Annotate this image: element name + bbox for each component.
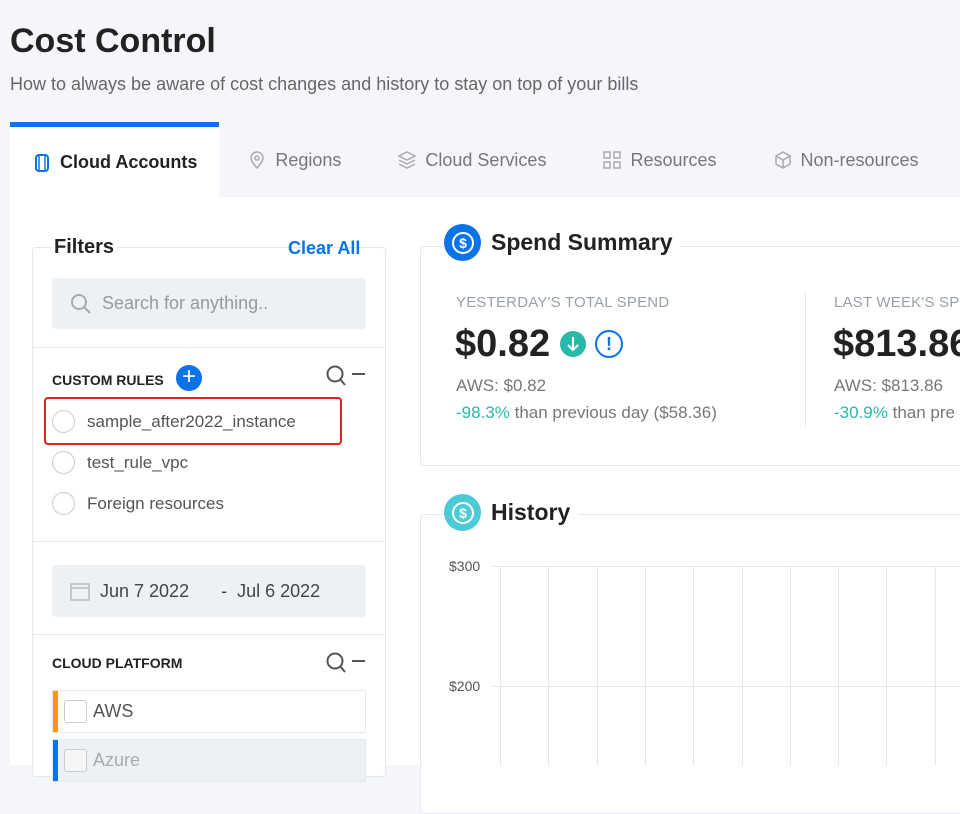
date-end: Jul 6 2022 bbox=[237, 580, 321, 601]
custom-rule-item[interactable]: test_rule_vpc bbox=[52, 451, 188, 474]
custom-rules-title: CUSTOM RULES bbox=[52, 372, 164, 388]
tab-label: Regions bbox=[275, 149, 342, 170]
tab-cloud-services[interactable]: Cloud Services bbox=[369, 122, 574, 198]
yesterday-label: YESTERDAY'S TOTAL SPEND bbox=[456, 294, 670, 311]
tab-bar: Cloud Accounts Regions Cloud Services Re… bbox=[10, 122, 947, 198]
history-title: History bbox=[491, 499, 571, 525]
date-separator: - bbox=[221, 580, 228, 601]
last-week-label: LAST WEEK'S SP bbox=[834, 294, 960, 311]
platform-label: AWS bbox=[93, 701, 134, 721]
tab-regions[interactable]: Regions bbox=[219, 122, 369, 198]
y-tick-label: $200 bbox=[449, 678, 481, 694]
history-header: $ History bbox=[444, 494, 579, 531]
platform-azure[interactable]: Azure bbox=[52, 739, 366, 782]
custom-rule-item[interactable]: sample_after2022_instance bbox=[52, 410, 296, 433]
box-icon bbox=[774, 151, 791, 169]
last-week-change: -30.9% bbox=[834, 403, 888, 422]
last-week-aws: AWS: $813.86 bbox=[834, 376, 943, 395]
grid-line-vertical bbox=[789, 566, 791, 766]
grid-line-vertical bbox=[644, 566, 646, 766]
grid-line-vertical bbox=[934, 566, 936, 766]
tab-cloud-accounts[interactable]: Cloud Accounts bbox=[10, 122, 220, 198]
last-week-value: $813.86 bbox=[833, 323, 960, 365]
tab-resources[interactable]: Resources bbox=[574, 122, 744, 198]
grid-line-vertical bbox=[886, 566, 888, 766]
custom-rule-item[interactable]: Foreign resources bbox=[52, 492, 224, 515]
filters-panel bbox=[32, 247, 386, 777]
divider bbox=[33, 634, 385, 635]
search-placeholder: Search for anything.. bbox=[102, 293, 269, 313]
tab-label: Cloud Accounts bbox=[60, 152, 198, 172]
map-pin-icon bbox=[250, 151, 265, 170]
page-title: Cost Control bbox=[10, 22, 216, 60]
checkbox[interactable] bbox=[64, 749, 87, 772]
spend-summary-card bbox=[420, 246, 960, 466]
spend-summary-header: $ Spend Summary bbox=[444, 224, 681, 261]
search-icon bbox=[71, 293, 91, 314]
yesterday-value: $0.82 bbox=[455, 323, 551, 365]
yesterday-change-text: than previous day ($58.36) bbox=[514, 403, 717, 422]
tab-label: Cloud Services bbox=[425, 149, 547, 170]
tab-non-resources[interactable]: Non-resources bbox=[745, 122, 947, 198]
rule-label: Foreign resources bbox=[87, 493, 225, 513]
filters-title: Filters bbox=[52, 236, 117, 259]
svg-text:$: $ bbox=[459, 505, 467, 521]
grid-line-vertical bbox=[741, 566, 743, 766]
divider bbox=[33, 347, 385, 348]
grid-line-vertical bbox=[548, 566, 550, 766]
grid-line-horizontal bbox=[492, 566, 960, 567]
yesterday-change: -98.3% bbox=[456, 403, 510, 422]
clear-all-button[interactable]: Clear All bbox=[288, 238, 361, 258]
dollar-icon: $ bbox=[444, 494, 481, 531]
grid-icon bbox=[603, 151, 622, 169]
platform-label: Azure bbox=[93, 750, 141, 770]
rule-label: test_rule_vpc bbox=[87, 452, 189, 472]
divider bbox=[33, 541, 385, 542]
last-week-change-text: than pre bbox=[892, 403, 955, 422]
grid-line-vertical bbox=[838, 566, 840, 766]
grid-line-vertical bbox=[500, 566, 501, 766]
grid-line-vertical bbox=[596, 566, 598, 766]
grid-line-horizontal bbox=[492, 686, 960, 687]
date-range-picker[interactable]: Jun 7 2022 - Jul 6 2022 bbox=[52, 565, 366, 617]
radio-button[interactable] bbox=[52, 410, 75, 433]
cloud-accounts-icon bbox=[35, 153, 49, 172]
page-subtitle: How to always be aware of cost changes a… bbox=[10, 74, 639, 94]
grid-line-vertical bbox=[693, 566, 695, 766]
search-input[interactable]: Search for anything.. bbox=[52, 278, 366, 329]
add-rule-button[interactable]: + bbox=[176, 365, 202, 391]
spend-summary-title: Spend Summary bbox=[491, 229, 673, 255]
divider bbox=[805, 292, 806, 426]
rule-label: sample_after2022_instance bbox=[87, 411, 296, 431]
dollar-icon: $ bbox=[444, 224, 481, 261]
tab-label: Resources bbox=[630, 149, 717, 170]
calendar-icon bbox=[70, 583, 90, 601]
layers-icon bbox=[397, 151, 418, 169]
radio-button[interactable] bbox=[52, 492, 75, 515]
y-tick-label: $300 bbox=[449, 558, 481, 574]
cloud-platform-title: CLOUD PLATFORM bbox=[52, 655, 183, 671]
cloud-platform-search-collapse[interactable] bbox=[325, 651, 367, 675]
svg-text:$: $ bbox=[459, 235, 467, 251]
radio-button[interactable] bbox=[52, 451, 75, 474]
highlight-box bbox=[44, 397, 342, 445]
yesterday-aws: AWS: $0.82 bbox=[456, 376, 547, 395]
custom-rules-search-collapse[interactable] bbox=[325, 364, 367, 388]
tab-label: Non-resources bbox=[800, 149, 919, 170]
info-icon[interactable]: ! bbox=[595, 330, 623, 358]
checkbox[interactable] bbox=[64, 700, 87, 723]
date-start: Jun 7 2022 bbox=[100, 580, 190, 601]
platform-aws[interactable]: AWS bbox=[52, 690, 366, 733]
history-card bbox=[420, 514, 960, 814]
down-arrow-icon bbox=[560, 331, 586, 357]
